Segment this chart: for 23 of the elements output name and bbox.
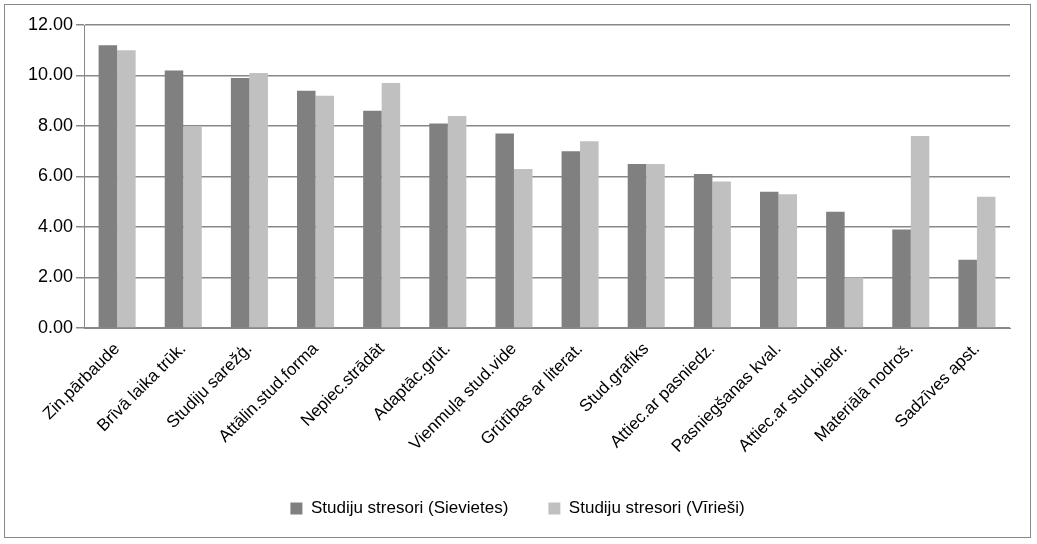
bar (183, 126, 202, 328)
bar (580, 141, 599, 328)
bar (249, 72, 268, 328)
bar (712, 181, 731, 328)
bar (513, 168, 533, 328)
bar (646, 163, 665, 328)
y-tick-label: 10.00 (28, 64, 74, 85)
y-tick-label: 8.00 (38, 114, 74, 135)
bar (447, 115, 467, 328)
bar (844, 277, 864, 328)
bar (315, 95, 335, 328)
y-tick-label: 12.00 (28, 13, 74, 34)
bar (381, 83, 401, 328)
legend-label: Studiju stresori (Vīrieši) (568, 498, 745, 518)
bar (976, 196, 996, 328)
y-tick-label: 0.00 (38, 316, 74, 337)
y-tick-label: 4.00 (38, 215, 74, 236)
y-tick-label: 6.00 (38, 165, 74, 186)
bar (117, 50, 136, 328)
y-tick-label: 2.00 (38, 266, 74, 287)
bar (778, 194, 798, 328)
bar (910, 136, 930, 328)
legend-label: Studiju stresori (Sievietes) (310, 498, 509, 518)
